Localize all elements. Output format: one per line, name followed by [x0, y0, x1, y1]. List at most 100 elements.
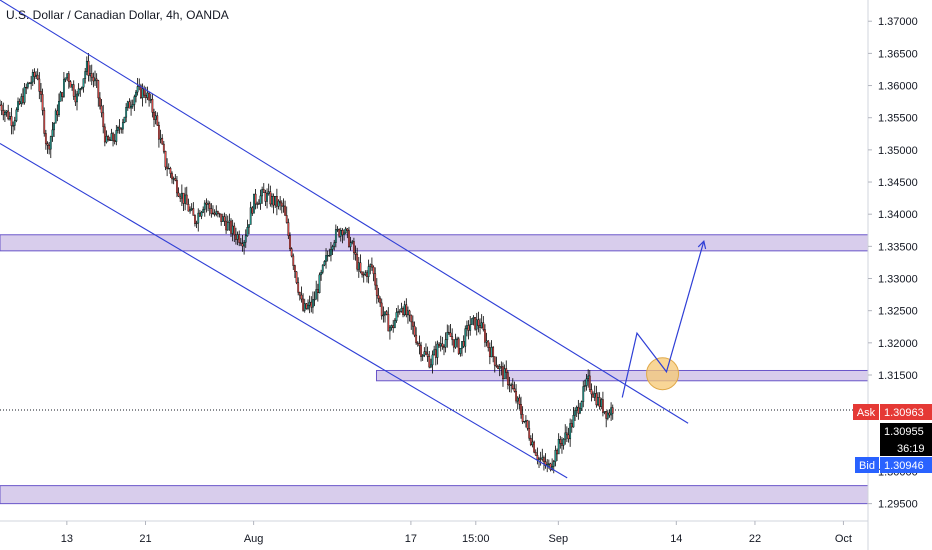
- candle-body: [590, 389, 593, 395]
- candle-body: [223, 216, 226, 222]
- candle-body: [588, 375, 591, 390]
- candle-body: [579, 408, 581, 414]
- candle-body: [154, 115, 157, 120]
- candle-body: [505, 368, 508, 373]
- price-tick-label: 1.34500: [878, 177, 918, 189]
- candle-body: [326, 255, 329, 257]
- candle-body: [87, 60, 90, 76]
- candle-body: [218, 213, 221, 215]
- candle-body: [341, 230, 344, 235]
- price-axis[interactable]: 1.37000 1.36500 1.36000 1.35500 1.35000 1.345…: [868, 16, 918, 511]
- candle-body: [544, 461, 547, 467]
- candle-body: [356, 254, 359, 270]
- candle-body: [162, 143, 165, 152]
- candle-body: [13, 120, 16, 126]
- candle-body: [30, 81, 33, 84]
- candle-body: [493, 356, 496, 366]
- candle-body: [603, 411, 606, 413]
- candle-body: [577, 406, 580, 414]
- candle-body: [203, 202, 206, 210]
- candle-body: [143, 88, 146, 96]
- candle-body: [231, 225, 234, 234]
- candle-body: [18, 101, 21, 104]
- candle-body: [241, 243, 244, 247]
- candle-body: [392, 325, 395, 328]
- candle-body: [552, 461, 555, 467]
- candle-body: [46, 143, 49, 146]
- bid-label-box: [855, 457, 879, 473]
- candle-body: [172, 178, 175, 180]
- candle-body: [554, 449, 557, 462]
- candle-body: [207, 203, 209, 205]
- candle-body: [470, 318, 473, 325]
- candle-body: [410, 314, 413, 323]
- candle-body: [434, 349, 437, 358]
- candle-body: [64, 77, 67, 80]
- candle-body: [567, 434, 570, 440]
- candle-body: [348, 230, 350, 247]
- candle-body: [90, 73, 93, 78]
- candle-body: [120, 128, 123, 130]
- candle-body: [475, 319, 478, 330]
- candle-body: [323, 261, 326, 266]
- candle-body: [413, 325, 416, 336]
- candle-body: [529, 438, 532, 446]
- candle-body: [266, 193, 268, 202]
- candle-body: [606, 412, 609, 419]
- candle-body: [497, 366, 499, 370]
- candle-body: [464, 328, 467, 347]
- candle-body: [593, 393, 596, 398]
- candle-body: [351, 241, 354, 243]
- candle-body: [511, 384, 514, 389]
- candle-body: [130, 106, 132, 109]
- candle-body: [389, 327, 391, 332]
- candle-body: [236, 234, 239, 240]
- candle-body: [97, 80, 100, 99]
- candle-body: [215, 211, 218, 215]
- candle-body: [408, 310, 411, 316]
- candle-body: [415, 334, 418, 344]
- candle-body: [490, 347, 493, 358]
- candle-body: [608, 412, 611, 416]
- time-tick-label: Oct: [835, 533, 852, 545]
- candle-body: [259, 195, 262, 204]
- candle-body: [402, 308, 404, 315]
- candle-body: [393, 320, 396, 328]
- candle-body: [94, 78, 96, 82]
- candle-body: [26, 82, 29, 88]
- candle-body: [303, 303, 306, 311]
- ask-value-box: [880, 404, 932, 420]
- candle-body: [53, 123, 55, 131]
- candle-body: [575, 406, 578, 411]
- candle-body: [585, 378, 588, 386]
- candle-body: [397, 311, 400, 313]
- candle-body: [225, 220, 227, 231]
- candle-body: [17, 101, 19, 111]
- candle-body: [287, 222, 290, 236]
- candle-body: [36, 74, 39, 80]
- candle-body: [161, 137, 164, 145]
- candle-body: [520, 404, 522, 415]
- candle-body: [2, 110, 5, 116]
- candle-body: [144, 94, 147, 98]
- candle-body: [518, 397, 521, 405]
- candle-body: [557, 439, 560, 455]
- projection-arrow: [621, 241, 705, 398]
- last-value-box: [880, 423, 932, 440]
- candle-body: [459, 348, 462, 354]
- countdown-box: [880, 440, 932, 456]
- candle-body: [7, 110, 10, 120]
- candle-body: [582, 386, 585, 402]
- time-axis[interactable]: 13 21 Aug 17 15:00 Sep 14 22 Oct: [61, 521, 852, 545]
- candle-body: [436, 343, 439, 358]
- candle-body: [79, 88, 82, 90]
- candle-body: [28, 82, 31, 84]
- candle-body: [462, 341, 465, 347]
- candle-body: [466, 325, 468, 329]
- candle-body: [67, 73, 70, 82]
- candle-body: [285, 215, 288, 223]
- candle-body: [220, 213, 223, 222]
- price-tick-label: 1.34000: [878, 209, 918, 221]
- candle-body: [8, 116, 11, 120]
